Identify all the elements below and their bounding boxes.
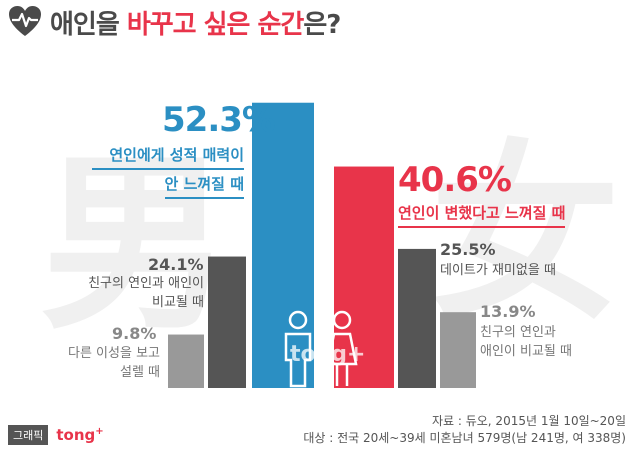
male-mid-label: 친구의 연인과 애인이 비교될 때 xyxy=(64,274,204,312)
female-bar-0 xyxy=(334,166,394,388)
male-top-label: 연인에게 성적 매력이 안 느껴질 때 xyxy=(92,143,244,199)
title-bar: 애인을 바꾸고 싶은 순간은? xyxy=(8,4,341,41)
page-title: 애인을 바꾸고 싶은 순간은? xyxy=(50,4,341,41)
source-note: 자료 : 듀오, 2015년 1월 10일~20일 대상 : 전국 20세~39… xyxy=(303,413,626,447)
brand-plus: + xyxy=(95,426,104,437)
watermark-logo: tong+ xyxy=(290,342,366,367)
male-top-label-line2: 안 느껴질 때 xyxy=(164,172,244,199)
male-mid-label-line2: 비교될 때 xyxy=(152,295,204,310)
male-low-label: 다른 이성을 보고 설렐 때 xyxy=(40,344,160,382)
male-background-glyph: 男 xyxy=(40,134,231,355)
female-person-icon xyxy=(326,310,358,386)
title-prefix: 애인을 xyxy=(50,9,127,40)
male-low-label-line1: 다른 이성을 보고 xyxy=(68,346,160,361)
female-mid-label-line1: 데이트가 재미없을 때 xyxy=(440,263,556,278)
brand-name: tong xyxy=(56,426,96,444)
female-bar-2 xyxy=(440,312,476,388)
male-top-label-line1: 연인에게 성적 매력이 xyxy=(92,143,244,170)
male-mid-value: 24.1% xyxy=(148,255,204,274)
male-bar-0 xyxy=(168,334,204,388)
female-mid-value: 25.5% xyxy=(440,240,496,259)
footer-brand: 그래픽 tong+ xyxy=(8,425,104,445)
female-low-label-line1: 친구의 연인과 xyxy=(480,325,556,340)
title-suffix: 은? xyxy=(303,9,341,40)
female-low-label: 친구의 연인과 애인이 비교될 때 xyxy=(480,323,572,361)
male-top-value: 52.3% xyxy=(162,100,276,140)
female-low-value: 13.9% xyxy=(480,302,536,321)
title-highlight: 바꾸고 싶은 순간 xyxy=(126,9,305,40)
heart-icon xyxy=(9,6,41,36)
graphic-badge: 그래픽 xyxy=(8,425,49,445)
source-line-1: 자료 : 듀오, 2015년 1월 10일~20일 xyxy=(431,414,626,428)
male-person-icon xyxy=(284,310,312,388)
brand-logo: tong+ xyxy=(56,426,103,444)
male-low-value: 9.8% xyxy=(112,324,157,343)
female-background-glyph: 女 xyxy=(430,124,621,345)
female-bar-1 xyxy=(398,248,436,388)
female-top-label-line1: 연인이 변했다고 느껴질 때 xyxy=(398,201,566,228)
male-mid-label-line1: 친구의 연인과 애인이 xyxy=(88,276,204,291)
female-mid-label: 데이트가 재미없을 때 xyxy=(440,261,556,280)
male-bar-1 xyxy=(208,256,246,388)
male-bar-2 xyxy=(252,102,314,389)
female-top-label: 연인이 변했다고 느껴질 때 xyxy=(398,201,566,228)
source-line-2: 대상 : 전국 20세~39세 미혼남녀 579명(남 241명, 여 338명… xyxy=(303,431,626,445)
female-low-label-line2: 애인이 비교될 때 xyxy=(480,344,572,359)
male-low-label-line2: 설렐 때 xyxy=(119,365,160,380)
female-top-value: 40.6% xyxy=(398,160,512,200)
